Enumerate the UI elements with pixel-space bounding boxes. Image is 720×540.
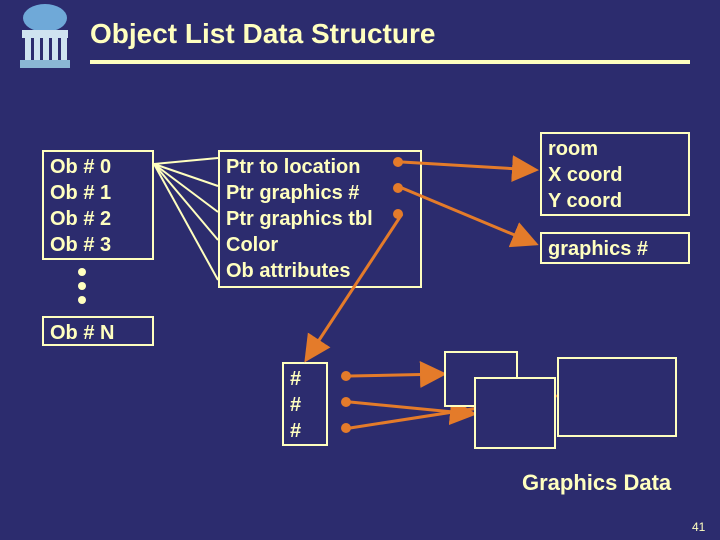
location-field-item: Y coord [548,188,682,214]
dot-icon [393,183,403,193]
object-list-item: Ob # 3 [50,232,146,258]
pointer-field-item: Ptr to location [226,154,414,180]
location-field-item: room [548,136,682,162]
dot-icon [341,371,351,381]
dot-icon [78,296,86,304]
location-field-item: X coord [548,162,682,188]
pointer-field-item: Ptr graphics tbl [226,206,414,232]
graphics-table-item: # [290,418,320,444]
dot-icon [78,268,86,276]
object-n-box: Ob # N [42,316,154,346]
pointer-field-item: Ob attributes [226,258,414,284]
graphics-table-item: # [290,366,320,392]
page-title: Object List Data Structure [90,18,435,50]
dot-icon [341,423,351,433]
dot-icon [341,397,351,407]
dot-icon [393,157,403,167]
graphics-table-box: ### [282,362,328,446]
graphics-table-item: # [290,392,320,418]
object-list-box: Ob # 0Ob # 1Ob # 2Ob # 3 [42,150,154,260]
slide-number: 41 [692,520,705,534]
pointer-field-item: Ptr graphics # [226,180,414,206]
object-list-item: Ob # 0 [50,154,146,180]
graphics-number-box: graphics # [540,232,690,264]
dot-icon [78,282,86,290]
object-list-item: Ob # 1 [50,180,146,206]
title-underline [90,60,690,64]
pointer-field-item: Color [226,232,414,258]
pillar-icon [14,2,76,75]
dot-icon [393,209,403,219]
object-list-item: Ob # 2 [50,206,146,232]
pointer-fields-box: Ptr to locationPtr graphics #Ptr graphic… [218,150,422,288]
graphics-data-label: Graphics Data [522,470,671,496]
room-location-box: roomX coordY coord [540,132,690,216]
